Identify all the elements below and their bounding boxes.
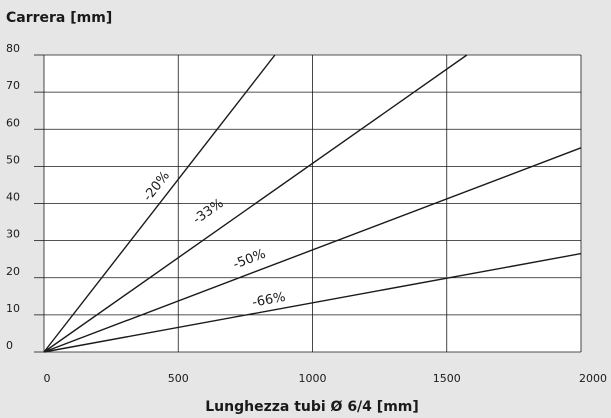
y-tick-label: 50: [6, 153, 20, 166]
y-tick-label: 80: [6, 42, 20, 55]
y-tick-label: 70: [6, 79, 20, 92]
series-line: [43, 54, 468, 353]
series-line: [43, 252, 582, 353]
y-tick-label: 40: [6, 191, 20, 204]
x-tick-label: 1500: [433, 372, 461, 385]
x-tick-label: 0: [44, 372, 51, 385]
y-axis: 0 10 20 30 40 50 60 70 80: [6, 42, 44, 353]
x-axis-title: Lunghezza tubi Ø 6/4 [mm]: [205, 399, 419, 415]
series-line: [43, 54, 276, 353]
y-tick-label: 0: [6, 339, 13, 352]
x-axis: 0 500 1000 1500 2000: [44, 372, 608, 385]
series-label: -66%: [251, 290, 287, 311]
y-tick-label: 20: [6, 265, 20, 278]
x-tick-label: 2000: [579, 372, 607, 385]
y-tick-label: 30: [6, 228, 20, 241]
x-tick-label: 1000: [299, 372, 327, 385]
y-axis-title: Carrera [mm]: [6, 10, 112, 26]
y-tick-label: 10: [6, 302, 20, 315]
y-tick-label: 60: [6, 116, 20, 129]
x-tick-label: 500: [168, 372, 189, 385]
series-line: [43, 147, 582, 353]
series-lines: [43, 54, 582, 353]
